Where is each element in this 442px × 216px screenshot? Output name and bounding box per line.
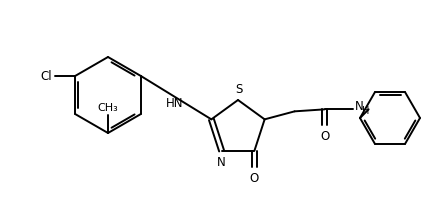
Text: S: S [235, 83, 243, 96]
Text: N: N [217, 156, 226, 169]
Text: O: O [250, 172, 259, 185]
Text: Cl: Cl [41, 70, 52, 83]
Text: CH₃: CH₃ [98, 103, 118, 113]
Text: HN: HN [165, 97, 183, 110]
Text: H: H [362, 106, 369, 116]
Text: N: N [354, 100, 363, 113]
Text: O: O [320, 130, 329, 143]
